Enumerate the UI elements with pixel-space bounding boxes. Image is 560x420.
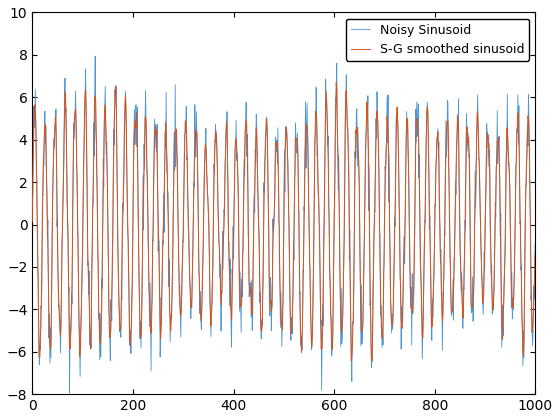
- Noisy Sinusoid: [66, 391, 73, 396]
- S-G smoothed sinusoid: [375, 154, 382, 159]
- Noisy Sinusoid: [375, 138, 382, 143]
- Noisy Sinusoid: [422, 219, 428, 224]
- Line: S-G smoothed sinusoid: S-G smoothed sinusoid: [32, 82, 535, 361]
- Noisy Sinusoid: [81, 141, 87, 146]
- Noisy Sinusoid: [233, 158, 240, 163]
- S-G smoothed sinusoid: [232, 136, 239, 142]
- S-G smoothed sinusoid: [531, 252, 538, 257]
- S-G smoothed sinusoid: [80, 166, 87, 171]
- Line: Noisy Sinusoid: Noisy Sinusoid: [32, 56, 535, 393]
- Legend: Noisy Sinusoid, S-G smoothed sinusoid: Noisy Sinusoid, S-G smoothed sinusoid: [346, 19, 529, 61]
- Noisy Sinusoid: [531, 243, 538, 248]
- Noisy Sinusoid: [251, 210, 258, 215]
- S-G smoothed sinusoid: [333, 80, 339, 85]
- S-G smoothed sinusoid: [29, 220, 36, 225]
- S-G smoothed sinusoid: [431, 245, 438, 250]
- S-G smoothed sinusoid: [348, 358, 354, 363]
- Noisy Sinusoid: [29, 212, 36, 217]
- Noisy Sinusoid: [92, 54, 99, 59]
- S-G smoothed sinusoid: [250, 228, 257, 234]
- Noisy Sinusoid: [431, 251, 438, 256]
- S-G smoothed sinusoid: [422, 194, 428, 200]
